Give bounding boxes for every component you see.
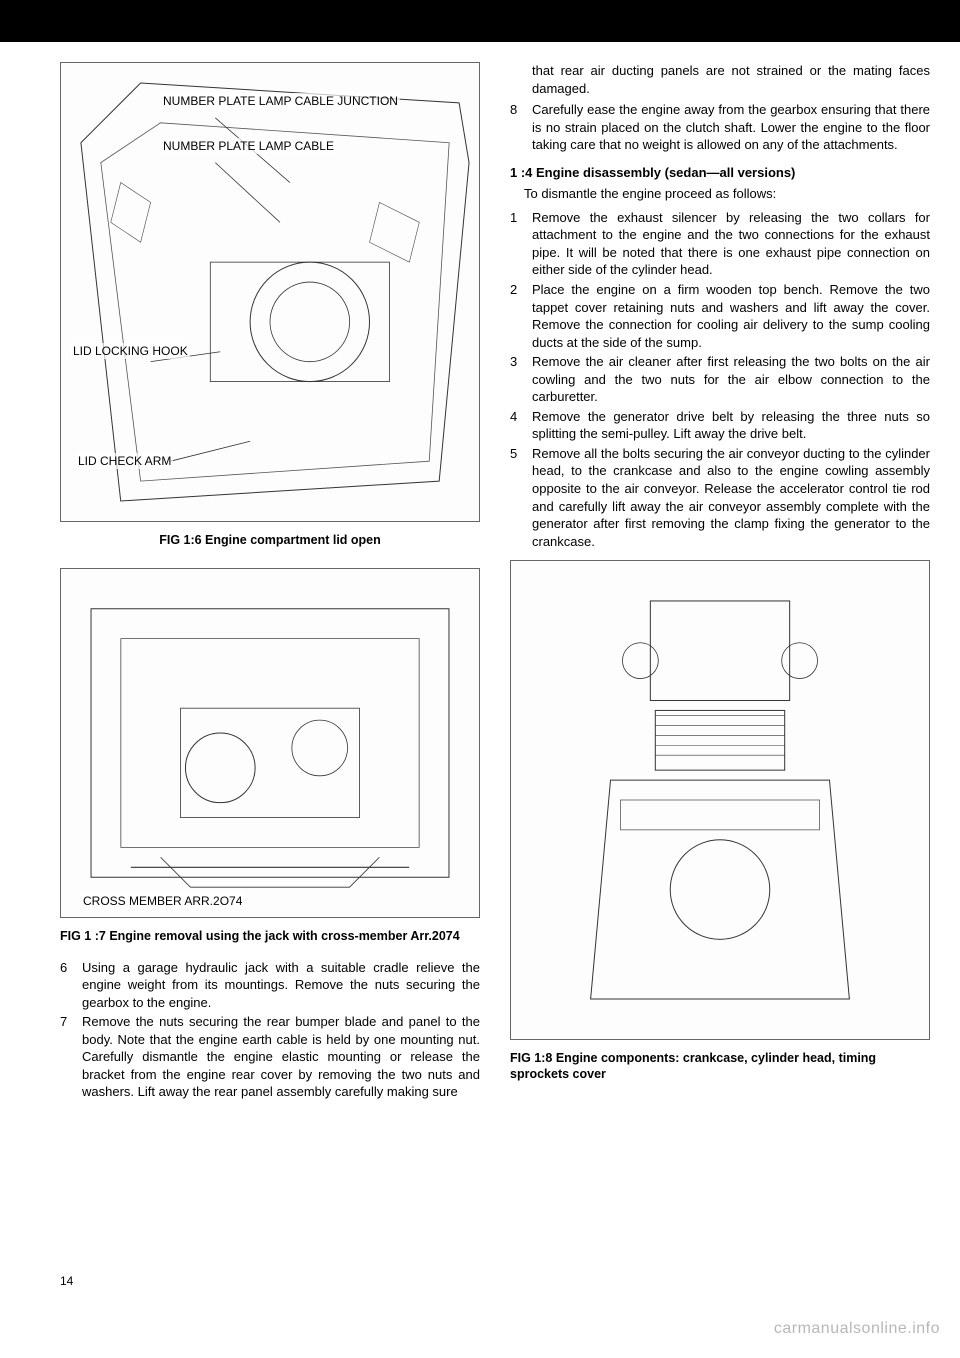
figure-1-6: NUMBER PLATE LAMP CABLE JUNCTION NUMBER …: [60, 62, 480, 522]
list-item-8: 8 Carefully ease the engine away from th…: [510, 101, 930, 154]
fig16-label-2: NUMBER PLATE LAMP CABLE: [161, 138, 336, 154]
page-content: NUMBER PLATE LAMP CABLE JUNCTION NUMBER …: [0, 42, 960, 1113]
dis-item-4: 4 Remove the generator drive belt by rel…: [510, 408, 930, 443]
list-content-6: Using a garage hydraulic jack with a sui…: [82, 959, 480, 1012]
watermark: carmanualsonline.info: [774, 1320, 940, 1338]
list-content-8: Carefully ease the engine away from the …: [532, 101, 930, 154]
dis-content-2: Place the engine on a firm wooden top be…: [532, 281, 930, 351]
figure-1-8: [510, 560, 930, 1040]
right-body-text: that rear air ducting panels are not str…: [510, 62, 930, 550]
right-column: that rear air ducting panels are not str…: [510, 62, 930, 1103]
fig17-illustration: [61, 569, 479, 917]
fig17-caption: FIG 1 :7 Engine removal using the jack w…: [60, 928, 480, 944]
dis-item-1: 1 Remove the exhaust silencer by releasi…: [510, 209, 930, 279]
dis-item-2: 2 Place the engine on a firm wooden top …: [510, 281, 930, 351]
fig16-label-1: NUMBER PLATE LAMP CABLE JUNCTION: [161, 93, 400, 109]
dis-item-5: 5 Remove all the bolts securing the air …: [510, 445, 930, 550]
fig18-illustration: [511, 561, 929, 1039]
list-num-8: 8: [510, 101, 524, 154]
list-content-7: Remove the nuts securing the rear bumper…: [82, 1013, 480, 1101]
dis-num-1: 1: [510, 209, 524, 279]
dis-num-4: 4: [510, 408, 524, 443]
section-heading-1-4: 1 :4 Engine disassembly (sedan—all versi…: [510, 164, 930, 182]
fig16-caption: FIG 1:6 Engine compartment lid open: [60, 532, 480, 548]
fig17-label-1: CROSS MEMBER ARR.2O74: [81, 893, 244, 909]
dis-content-4: Remove the generator drive belt by relea…: [532, 408, 930, 443]
section-intro: To dismantle the engine proceed as follo…: [510, 185, 930, 203]
dis-content-1: Remove the exhaust silencer by releasing…: [532, 209, 930, 279]
fig18-caption: FIG 1:8 Engine components: crankcase, cy…: [510, 1050, 930, 1083]
dis-content-3: Remove the air cleaner after first relea…: [532, 353, 930, 406]
list-item-6: 6 Using a garage hydraulic jack with a s…: [60, 959, 480, 1012]
dis-num-5: 5: [510, 445, 524, 550]
dis-num-3: 3: [510, 353, 524, 406]
list-num-7: 7: [60, 1013, 74, 1101]
list-num-6: 6: [60, 959, 74, 1012]
left-column: NUMBER PLATE LAMP CABLE JUNCTION NUMBER …: [60, 62, 480, 1103]
dis-item-3: 3 Remove the air cleaner after first rel…: [510, 353, 930, 406]
list-item-7: 7 Remove the nuts securing the rear bump…: [60, 1013, 480, 1101]
fig16-label-4: LID CHECK ARM: [76, 453, 173, 469]
dis-content-5: Remove all the bolts securing the air co…: [532, 445, 930, 550]
top-black-bar: [0, 0, 960, 42]
figure-1-7: CROSS MEMBER ARR.2O74: [60, 568, 480, 918]
fig16-label-3: LID LOCKING HOOK: [71, 343, 190, 359]
page-number: 14: [60, 1274, 73, 1288]
continuation-text: that rear air ducting panels are not str…: [510, 62, 930, 97]
dis-num-2: 2: [510, 281, 524, 351]
left-body-text: 6 Using a garage hydraulic jack with a s…: [60, 959, 480, 1101]
